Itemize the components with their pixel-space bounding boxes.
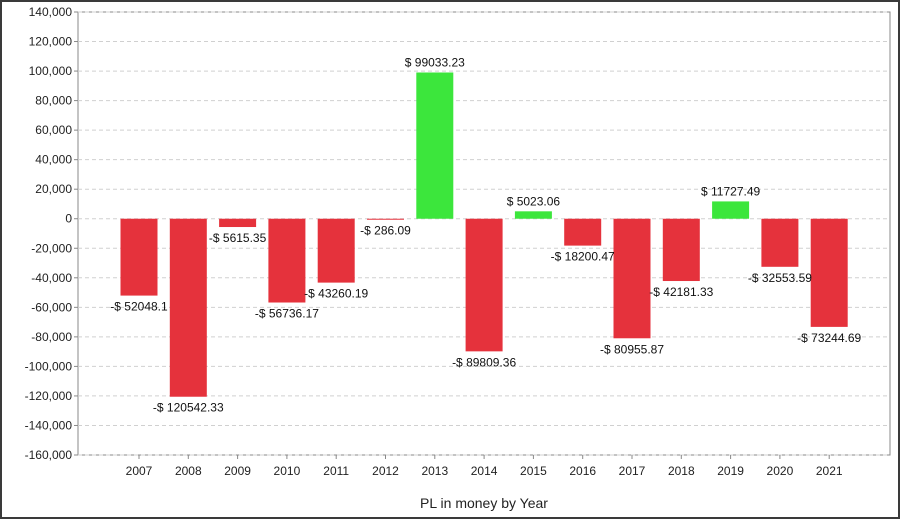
data-label-2011: -$ 43260.19 — [304, 287, 368, 301]
y-tick-label: -140,000 — [25, 418, 73, 432]
x-tick-label: 2013 — [421, 464, 448, 478]
x-tick-label: 2018 — [668, 464, 695, 478]
x-tick-label: 2014 — [471, 464, 498, 478]
y-tick-label: -20,000 — [31, 241, 72, 255]
data-label-2010: -$ 56736.17 — [255, 307, 319, 321]
bar-2018 — [662, 218, 700, 282]
data-label-2015: $ 5023.06 — [507, 194, 561, 208]
data-label-2020: -$ 32553.59 — [748, 271, 812, 285]
y-tick-label: -40,000 — [31, 271, 72, 285]
bars — [120, 72, 848, 397]
x-tick-label: 2009 — [224, 464, 251, 478]
x-tick-label: 2017 — [619, 464, 646, 478]
data-label-2017: -$ 80955.87 — [600, 342, 664, 356]
x-tick-label: 2020 — [767, 464, 794, 478]
data-label-2014: -$ 89809.36 — [452, 355, 516, 369]
x-tick-label: 2012 — [372, 464, 399, 478]
y-tick-label: 60,000 — [35, 123, 72, 137]
bar-2008 — [169, 218, 207, 397]
data-label-2018: -$ 42181.33 — [649, 285, 713, 299]
data-label-2009: -$ 5615.35 — [209, 231, 267, 245]
y-tick-label: 20,000 — [35, 182, 72, 196]
y-tick-label: -120,000 — [25, 389, 73, 403]
x-tick-label: 2010 — [274, 464, 301, 478]
bar-2019 — [712, 201, 750, 219]
y-tick-label: 40,000 — [35, 153, 72, 167]
bar-2016 — [564, 218, 602, 246]
y-tick-label: 0 — [65, 212, 72, 226]
data-label-2012: -$ 286.09 — [360, 224, 411, 238]
y-tick-label: 140,000 — [29, 5, 73, 19]
data-label-2016: -$ 18200.47 — [551, 250, 615, 264]
y-tick-label: 100,000 — [29, 64, 73, 78]
x-tick-label: 2021 — [816, 464, 843, 478]
x-tick-label: 2007 — [126, 464, 153, 478]
data-label-2019: $ 11727.49 — [701, 184, 760, 198]
x-axis-title: PL in money by Year — [420, 495, 548, 511]
y-axis: 140,000 120,000 100,000 80,000 60,000 40,000 2… — [25, 5, 78, 462]
bar-2009 — [219, 218, 257, 228]
x-tick-label: 2008 — [175, 464, 202, 478]
data-label-2021: -$ 73244.69 — [797, 331, 861, 345]
bar-2012 — [367, 218, 404, 220]
bar-2014 — [465, 218, 503, 352]
y-tick-label: 80,000 — [35, 94, 72, 108]
data-label-2013: $ 99033.23 — [405, 55, 465, 69]
y-tick-label: 120,000 — [29, 35, 73, 49]
y-tick-label: -60,000 — [31, 300, 72, 314]
y-tick-label: -80,000 — [31, 330, 72, 344]
x-axis: 2007 2008 2009 2010 2011 2012 2013 2014 2015 2016… — [126, 455, 843, 478]
x-tick-label: 2016 — [569, 464, 596, 478]
y-tick-label: -160,000 — [25, 448, 73, 462]
bar-2017 — [613, 218, 651, 339]
bar-2015 — [514, 211, 552, 219]
bar-2011 — [317, 218, 355, 283]
data-label-2008: -$ 120542.33 — [153, 401, 224, 415]
y-tick-label: -100,000 — [25, 359, 73, 373]
bar-2013 — [416, 72, 454, 219]
data-labels: -$ 52048.1 -$ 120542.33 -$ 5615.35 -$ 56736… — [110, 55, 861, 414]
x-tick-label: 2015 — [520, 464, 547, 478]
data-label-2007: -$ 52048.1 — [110, 300, 168, 314]
bar-2010 — [268, 218, 306, 303]
bar-2021 — [810, 218, 848, 327]
bar-2007 — [120, 218, 158, 296]
x-tick-label: 2019 — [717, 464, 744, 478]
x-tick-label: 2011 — [323, 464, 349, 478]
bar-2020 — [761, 218, 799, 267]
